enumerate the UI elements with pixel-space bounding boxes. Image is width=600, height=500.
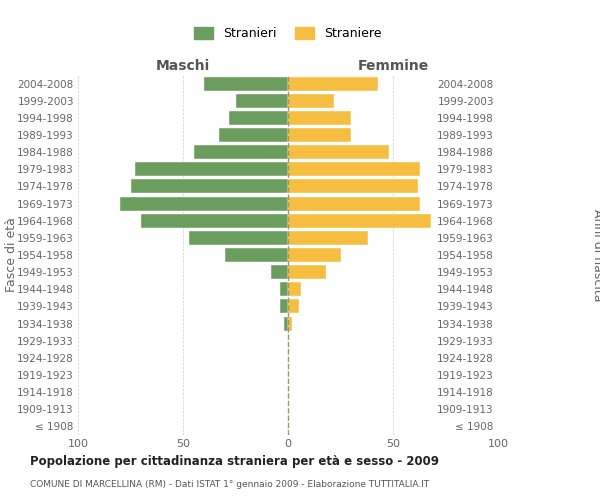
Bar (120, 196, 288, 210)
Bar (141, 214, 288, 228)
Bar (225, 248, 288, 262)
Bar (288, 180, 418, 194)
Bar (193, 145, 288, 159)
Bar (190, 231, 288, 245)
Text: Fasce di età: Fasce di età (5, 218, 19, 292)
Bar (280, 300, 288, 314)
Bar (288, 128, 351, 142)
Text: Popolazione per cittadinanza straniera per età e sesso - 2009: Popolazione per cittadinanza straniera p… (30, 455, 439, 468)
Text: Maschi: Maschi (156, 60, 210, 74)
Bar (288, 265, 326, 279)
Legend: Stranieri, Straniere: Stranieri, Straniere (194, 28, 382, 40)
Text: Anni di nascita: Anni di nascita (590, 209, 600, 301)
Bar (288, 214, 431, 228)
Bar (280, 282, 288, 296)
Bar (288, 282, 301, 296)
Bar (284, 316, 288, 330)
Bar (204, 76, 288, 90)
Bar (131, 180, 288, 194)
Bar (288, 248, 341, 262)
Bar (288, 94, 334, 108)
Bar (288, 196, 420, 210)
Text: COMUNE DI MARCELLINA (RM) - Dati ISTAT 1° gennaio 2009 - Elaborazione TUTTITALIA: COMUNE DI MARCELLINA (RM) - Dati ISTAT 1… (30, 480, 429, 489)
Bar (288, 111, 351, 125)
Bar (288, 76, 379, 90)
Bar (288, 145, 389, 159)
Bar (218, 128, 288, 142)
Bar (235, 94, 288, 108)
Bar (288, 231, 368, 245)
Bar (134, 162, 288, 176)
Bar (229, 111, 288, 125)
Text: Femmine: Femmine (358, 60, 428, 74)
Bar (288, 316, 292, 330)
Bar (288, 300, 299, 314)
Bar (288, 162, 420, 176)
Bar (271, 265, 288, 279)
